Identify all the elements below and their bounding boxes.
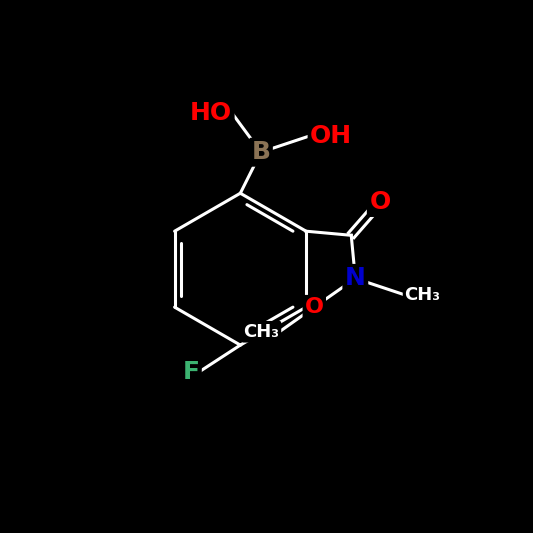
Text: CH₃: CH₃ [405, 286, 441, 304]
Text: O: O [305, 297, 324, 317]
Text: OH: OH [310, 124, 352, 148]
Text: N: N [345, 266, 366, 290]
Text: B: B [252, 140, 270, 164]
Text: CH₃: CH₃ [244, 323, 279, 341]
Text: O: O [369, 190, 391, 214]
Text: F: F [182, 360, 199, 384]
Text: HO: HO [190, 101, 232, 125]
